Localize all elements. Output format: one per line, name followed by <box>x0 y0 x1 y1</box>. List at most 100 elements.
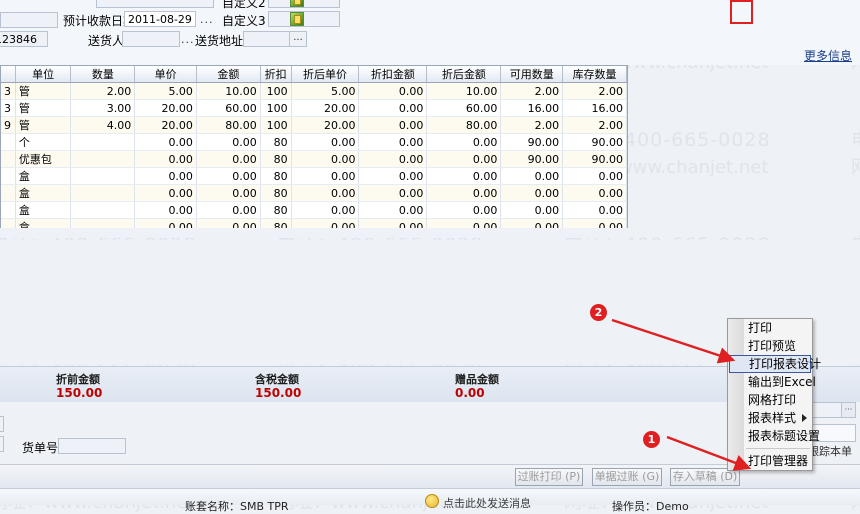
delivery-address-ellipsis-button[interactable]: ... <box>289 31 307 47</box>
cell-rownum[interactable]: 3 <box>1 82 16 100</box>
cell-rownum[interactable]: 9 <box>1 116 16 134</box>
cell-unit[interactable]: 优惠包 <box>15 150 72 168</box>
cell-disc-amount[interactable]: 0.00 <box>358 150 428 168</box>
send-message-tip[interactable]: 点击此处发送消息 <box>443 497 531 510</box>
cell-after-amount[interactable]: 60.00 <box>426 99 502 117</box>
grid-header-price[interactable]: 单价 <box>134 66 197 83</box>
cell-discount[interactable]: 80 <box>260 184 292 202</box>
cell-available[interactable]: 16.00 <box>500 99 564 117</box>
cell-unit[interactable]: 管 <box>15 116 72 134</box>
clipped-field-top[interactable] <box>96 0 214 8</box>
lower-left-field-1[interactable] <box>0 416 4 432</box>
cell-rownum[interactable] <box>1 184 16 202</box>
cell-rownum[interactable] <box>1 167 16 185</box>
cell-disc-price[interactable]: 5.00 <box>291 82 360 100</box>
menu-item-5[interactable]: 报表样式 <box>728 409 812 427</box>
cell-rownum[interactable] <box>1 150 16 168</box>
cell-price[interactable]: 20.00 <box>134 116 197 134</box>
cell-stock[interactable]: 0.00 <box>562 184 627 202</box>
cell-amount[interactable]: 0.00 <box>196 184 261 202</box>
cell-after-amount[interactable]: 0.00 <box>426 184 502 202</box>
cell-qty[interactable] <box>70 167 136 185</box>
cell-rownum[interactable]: 3 <box>1 99 16 117</box>
cell-price[interactable]: 0.00 <box>134 133 197 151</box>
cell-after-amount[interactable]: 0.00 <box>426 167 502 185</box>
cell-amount[interactable]: 60.00 <box>196 99 261 117</box>
cell-stock[interactable]: 0.00 <box>562 201 627 219</box>
customer-code-field[interactable]: 411123846 <box>0 31 48 47</box>
waybill-field[interactable] <box>58 438 126 454</box>
cell-stock[interactable]: 16.00 <box>562 99 627 117</box>
cell-available[interactable]: 90.00 <box>500 133 564 151</box>
cell-amount[interactable]: 0.00 <box>196 133 261 151</box>
cell-after-amount[interactable]: 10.00 <box>426 82 502 100</box>
cell-disc-price[interactable]: 0.00 <box>291 133 360 151</box>
grid-header-unit[interactable]: 单位 <box>15 66 72 83</box>
cell-qty[interactable] <box>70 133 136 151</box>
cell-rownum[interactable] <box>1 133 16 151</box>
right-panel-ellipsis-icon[interactable]: ··· <box>841 403 855 417</box>
cell-unit[interactable]: 管 <box>15 82 72 100</box>
cell-qty[interactable] <box>70 201 136 219</box>
track-document-label[interactable]: 跟踪本单 <box>808 445 852 458</box>
cell-price[interactable]: 0.00 <box>134 150 197 168</box>
menu-item-print-manager[interactable]: 打印管理器 <box>748 454 809 468</box>
cell-disc-amount[interactable]: 0.00 <box>358 116 428 134</box>
grid-header-discount[interactable]: 折扣 <box>260 66 292 83</box>
cell-price[interactable]: 0.00 <box>134 184 197 202</box>
print-context-menu[interactable]: 打印 打印预览 打印报表设计 输出到Excel 网格打印 报表样式 报表标题设置 打印管理器 <box>727 318 821 471</box>
cell-price[interactable]: 0.00 <box>134 201 197 219</box>
menu-item-6[interactable]: 报表标题设置 <box>748 429 821 443</box>
cell-qty[interactable] <box>70 184 136 202</box>
post-print-button[interactable]: 过账打印 (P) <box>515 468 583 486</box>
menu-item-1[interactable]: 打印预览 <box>748 339 797 353</box>
custom2-field[interactable] <box>268 0 340 8</box>
cell-disc-amount[interactable]: 0.00 <box>358 201 428 219</box>
cell-discount[interactable]: 100 <box>260 116 292 134</box>
cell-disc-price[interactable]: 20.00 <box>291 99 360 117</box>
cell-disc-price[interactable]: 0.00 <box>291 167 360 185</box>
grid-header-available[interactable]: 可用数量 <box>500 66 564 83</box>
cell-stock[interactable]: 90.00 <box>562 133 627 151</box>
cell-stock[interactable]: 2.00 <box>562 116 627 134</box>
lower-left-field-2[interactable] <box>0 436 4 452</box>
expected-payment-date-field[interactable]: 2011-08-29 <box>124 11 196 27</box>
cell-qty[interactable]: 3.00 <box>70 99 136 117</box>
table-row[interactable]: 优惠包 0.00 0.00 80 0.00 0.00 0.00 90.00 90.00 <box>1 150 627 168</box>
cell-disc-amount[interactable]: 0.00 <box>358 167 428 185</box>
cell-unit[interactable]: 盒 <box>15 201 72 219</box>
cell-price[interactable]: 20.00 <box>134 99 197 117</box>
cell-rownum[interactable] <box>1 201 16 219</box>
cell-available[interactable]: 0.00 <box>500 184 564 202</box>
menu-item-4[interactable]: 网格打印 <box>748 393 797 407</box>
cell-amount[interactable]: 0.00 <box>196 150 261 168</box>
table-row[interactable]: 个 0.00 0.00 80 0.00 0.00 0.00 90.00 90.00 <box>1 133 627 151</box>
cell-disc-amount[interactable]: 0.00 <box>358 184 428 202</box>
cell-available[interactable]: 0.00 <box>500 201 564 219</box>
cell-unit[interactable]: 盒 <box>15 184 72 202</box>
cell-stock[interactable]: 0.00 <box>562 167 627 185</box>
cell-stock[interactable]: 2.00 <box>562 82 627 100</box>
grid-header-qty[interactable]: 数量 <box>70 66 136 83</box>
document-post-button[interactable]: 单据过账 (G) <box>592 468 662 486</box>
menu-item-3[interactable]: 输出到Excel <box>748 375 816 389</box>
cell-qty[interactable]: 4.00 <box>70 116 136 134</box>
cell-available[interactable]: 2.00 <box>500 116 564 134</box>
cell-after-amount[interactable]: 0.00 <box>426 133 502 151</box>
right-panel-field-1[interactable]: ··· <box>812 402 856 418</box>
cell-available[interactable]: 2.00 <box>500 82 564 100</box>
grid-header-stock[interactable]: 库存数量 <box>562 66 627 83</box>
cell-after-amount[interactable]: 0.00 <box>426 201 502 219</box>
cell-available[interactable]: 0.00 <box>500 167 564 185</box>
cell-unit[interactable]: 管 <box>15 99 72 117</box>
cell-amount[interactable]: 10.00 <box>196 82 261 100</box>
row1-left-field[interactable] <box>0 12 58 28</box>
table-row[interactable]: 3 管 3.00 20.00 60.00 100 20.00 0.00 60.00 16.00 16… <box>1 99 627 117</box>
cell-unit[interactable]: 盒 <box>15 167 72 185</box>
custom3-field[interactable] <box>268 11 340 27</box>
cell-disc-amount[interactable]: 0.00 <box>358 99 428 117</box>
cell-after-amount[interactable]: 80.00 <box>426 116 502 134</box>
cell-unit[interactable]: 个 <box>15 133 72 151</box>
